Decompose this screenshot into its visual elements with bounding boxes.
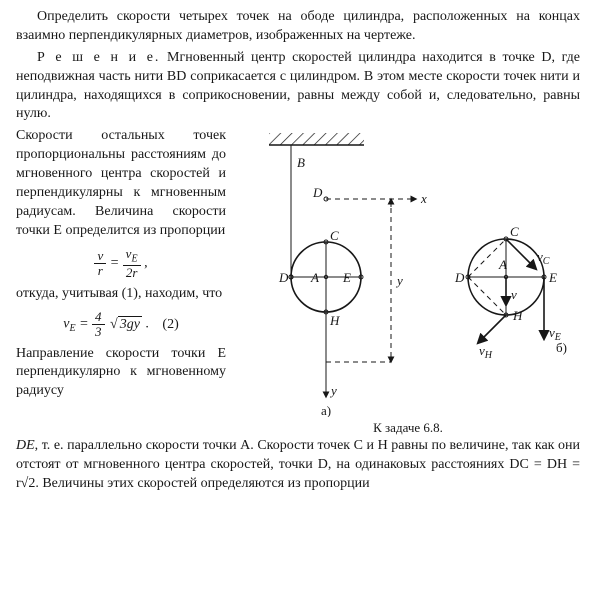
eq2-eq: = [79,317,92,332]
label-B: B [297,155,305,170]
subfig-a-label: а) [321,403,331,417]
subfigure-a: B A D E C H [269,133,427,417]
label-y-axis: y [329,383,337,398]
para3-text: , т. е. параллельно скорости точки A. Ск… [16,438,580,491]
subfig-b-label: б) [556,340,567,355]
left-para-1: Скорости остальных точек пропорциональны… [16,127,226,240]
label-D-b: D [454,270,465,285]
eq1-lhs-den: r [94,264,106,278]
label-E-b: E [548,270,557,285]
solution-intro: Р е ш е н и е. Мгновенный центр скоросте… [16,49,580,125]
figure-diagram: B A D E C H [241,127,576,417]
left-text-column: Скорости остальных точек пропорциональны… [16,127,226,437]
solution-label: Р е ш е н и е. [37,50,160,65]
eq1-rhs-den: 2r [123,266,141,280]
label-x-axis: x [420,191,427,206]
label-C-a: C [330,228,339,243]
equation-2: vE = 4 3 3gy . (2) [16,310,226,338]
eq2-lhs-sub: E [69,323,75,334]
label-C-b: C [510,224,519,239]
subfigure-b: A D E C H v vE [454,224,567,361]
problem-statement: Определить скорости четырех точек на обо… [16,8,580,46]
label-H-b: H [512,308,523,323]
eq2-coeff-num: 4 [92,310,105,325]
eq2-coeff-den: 3 [92,325,105,339]
label-D0: D [312,185,323,200]
DE-span: DE [16,438,35,453]
eq1-equals: = [110,255,123,270]
eq2-tag: (2) [162,317,178,332]
para-after-figure: DE, т. е. параллельно скорости точки A. … [16,437,580,494]
label-D-a: D [278,270,289,285]
eq1-rhs-num-sub: E [131,253,137,264]
label-H-a: H [329,313,340,328]
label-vC: vC [537,249,550,267]
left-para-3: Направление скорости точки E перпендикул… [16,345,226,402]
label-y-dim: y [395,273,403,288]
text-figure-row: Скорости остальных точек пропорциональны… [16,127,580,437]
label-vH: vH [479,343,493,361]
figure-caption: К задаче 6.8. [236,419,580,437]
eq1-lhs-num: v [94,249,106,264]
left-para-2: откуда, учитывая (1), находим, что [16,285,226,304]
figure-column: B A D E C H [236,127,580,437]
equation-1: v r = vE 2r , [16,247,226,280]
eq2-radicand: 3gy [118,316,142,332]
label-v: v [511,287,517,302]
